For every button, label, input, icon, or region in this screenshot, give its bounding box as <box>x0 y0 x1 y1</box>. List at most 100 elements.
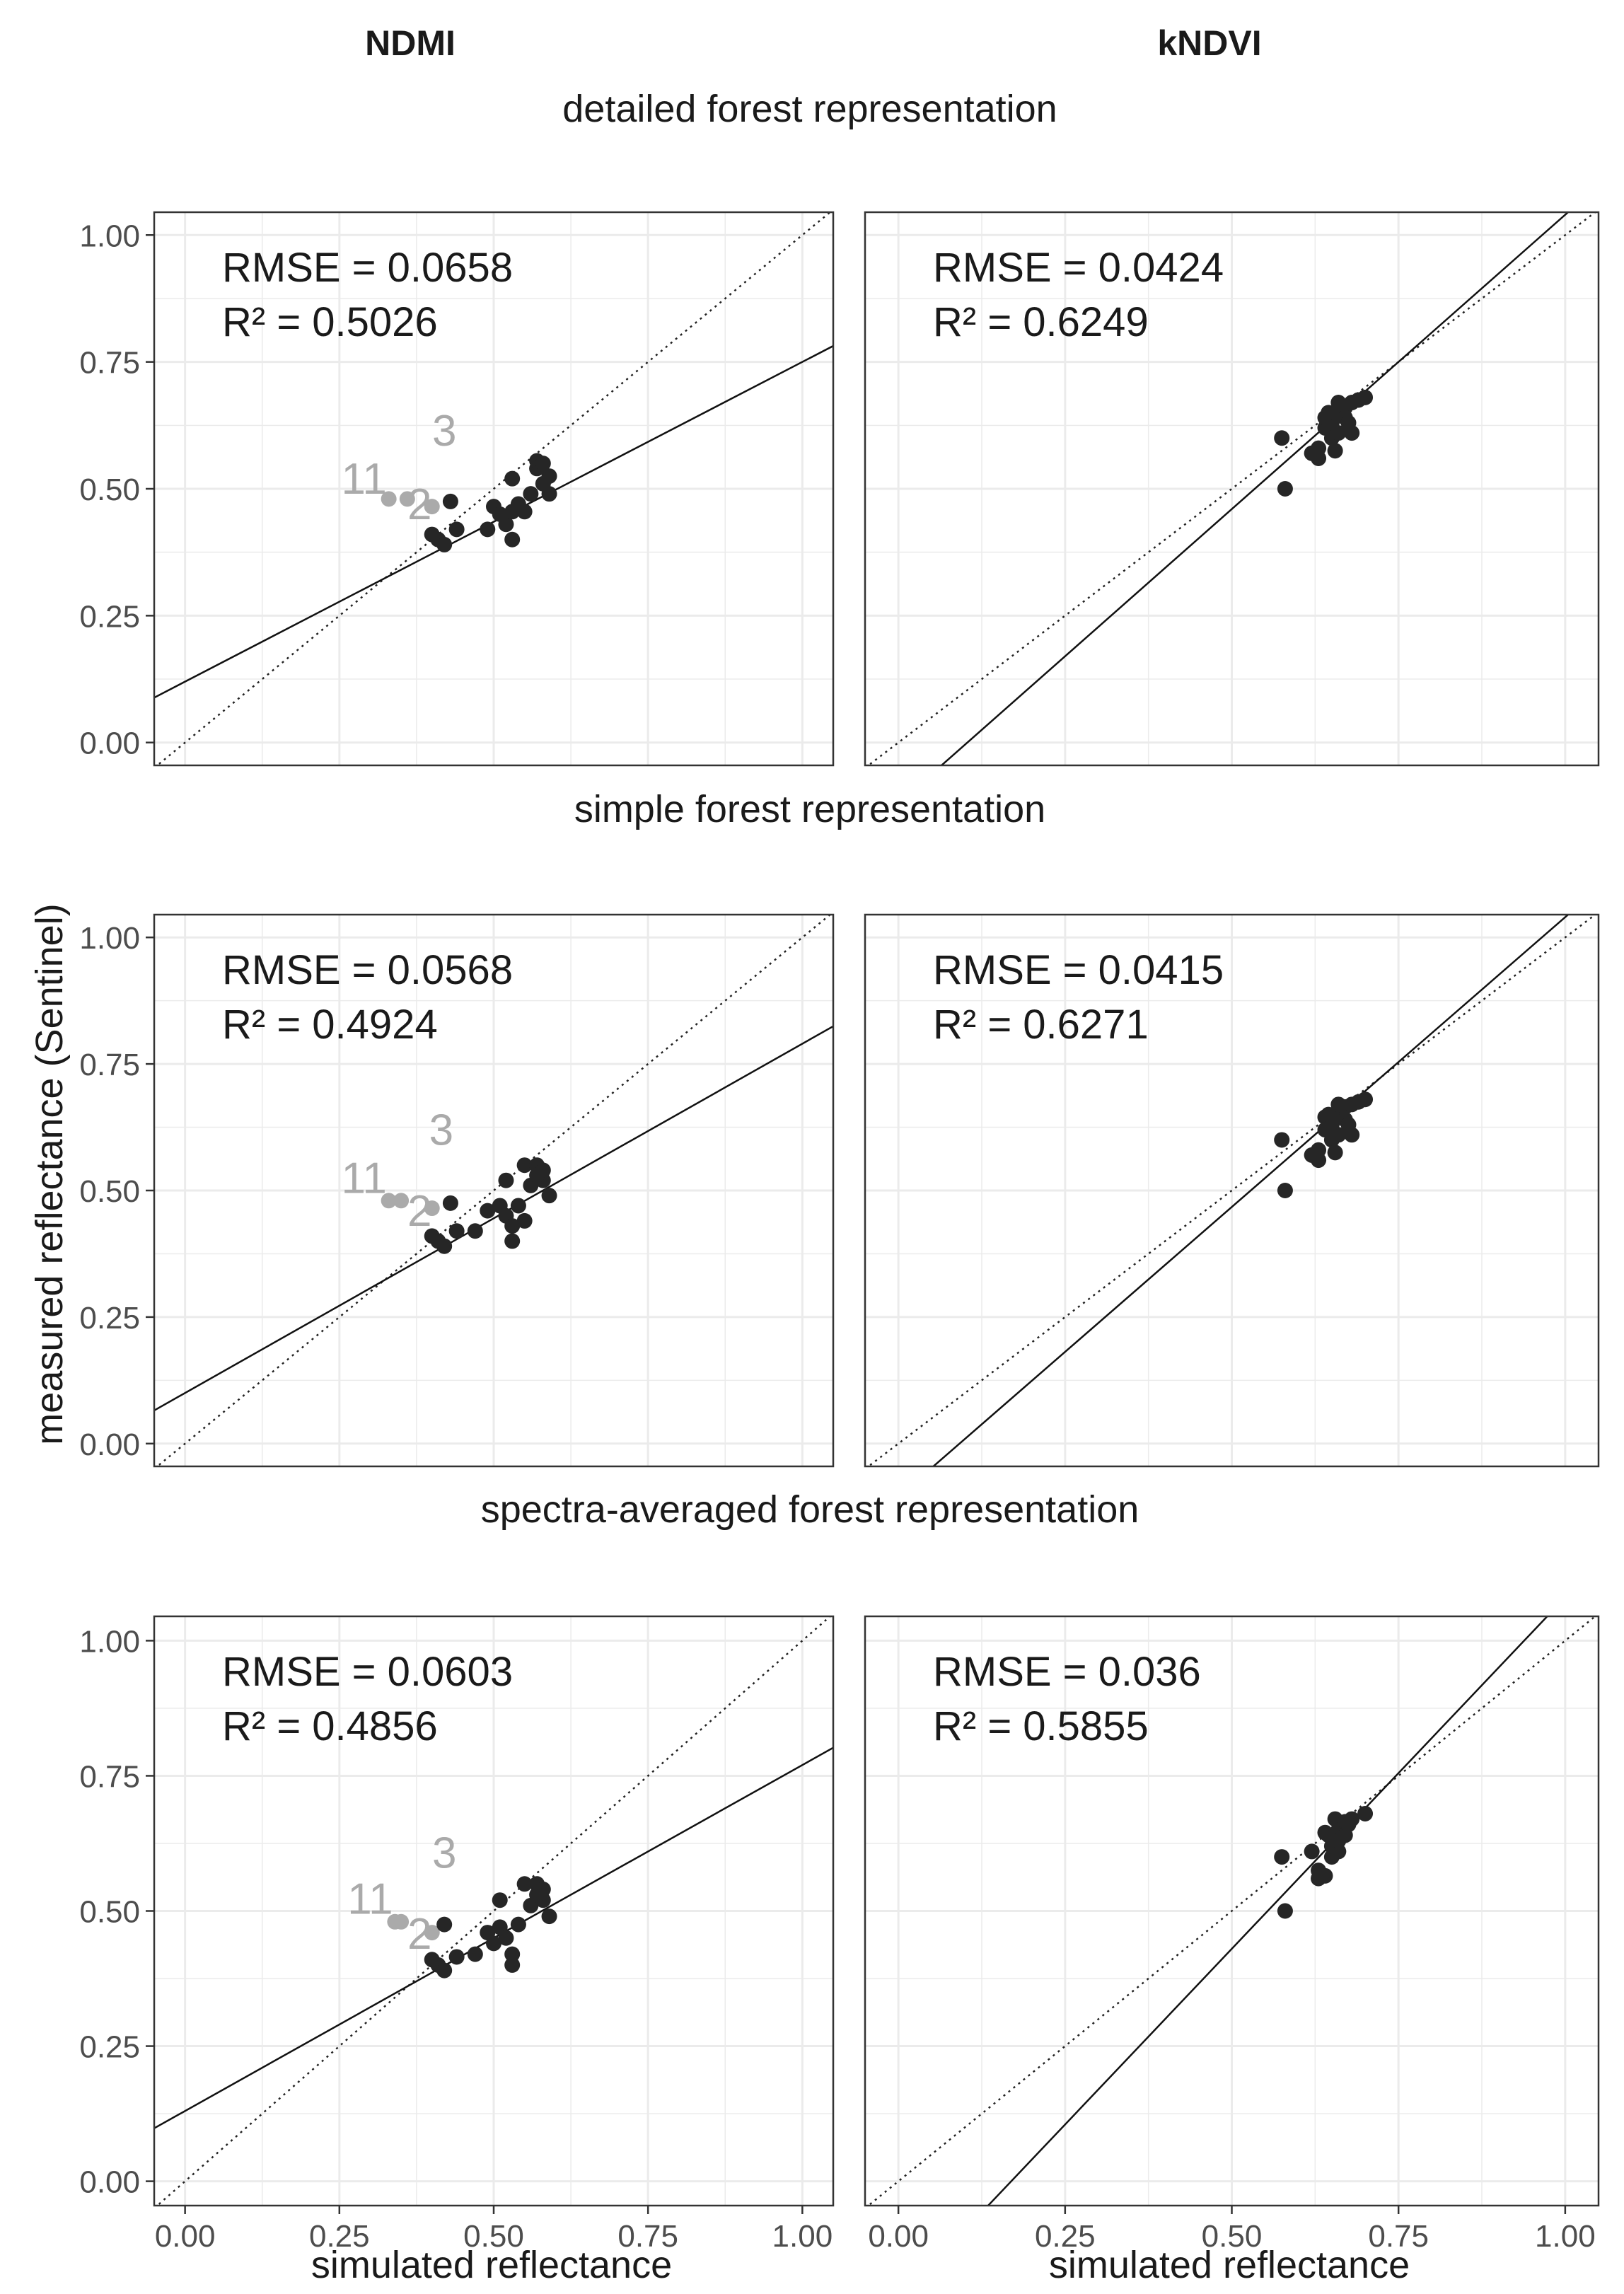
data-point <box>498 516 514 533</box>
data-point <box>1357 1091 1374 1108</box>
row-title-detailed: detailed forest representation <box>562 88 1057 130</box>
plot-area <box>866 1616 1597 2206</box>
outlier-label: 11 <box>342 455 387 504</box>
data-point <box>1327 1145 1343 1161</box>
data-point <box>1317 1867 1333 1884</box>
outlier-point <box>424 1200 440 1217</box>
x-tick-label: 0.50 <box>1202 2219 1263 2254</box>
rmse-annotation: RMSE = 0.0603 <box>222 1649 513 1695</box>
data-point <box>442 493 458 509</box>
data-point <box>1327 443 1343 459</box>
data-point <box>541 486 557 502</box>
data-point <box>1330 425 1347 441</box>
data-point <box>523 486 539 502</box>
outlier-point <box>381 1193 397 1209</box>
outlier-label: 2 <box>407 1187 431 1236</box>
outlier-point <box>393 1913 410 1930</box>
data-point <box>535 456 551 472</box>
y-tick-label: 1.00 <box>79 921 140 956</box>
data-point <box>504 1946 521 1962</box>
data-point <box>1274 1849 1290 1865</box>
data-point <box>516 1876 533 1892</box>
plot-area: 11 32 <box>154 212 833 765</box>
panel-ndmi-detailed: 11 32 RMSE = 0.0658 R² = 0.5026 0.00 0.25 0.50… <box>79 211 835 767</box>
data-point <box>436 1238 453 1254</box>
panel-ndmi-spectra-averaged: 11 32 RMSE = 0.0603 R² = 0.4856 0.00 0.25 0.50… <box>79 1615 835 2254</box>
x-tick-label: 0.50 <box>463 2219 524 2254</box>
outlier-point <box>424 499 440 515</box>
y-tick-label: 0.25 <box>79 2030 140 2065</box>
panel-frame <box>864 913 1600 1468</box>
data-point <box>1330 1096 1347 1113</box>
regression-line <box>987 1616 1549 2206</box>
regression-line <box>932 915 1570 1466</box>
data-point <box>1340 1817 1357 1833</box>
outlier-point <box>381 491 397 507</box>
panel-kndvi-detailed: RMSE = 0.0424 R² = 0.6249 <box>864 211 1600 767</box>
y-tick-label: 0.25 <box>79 1301 140 1336</box>
data-point <box>467 1946 483 1962</box>
data-point <box>442 1195 458 1211</box>
r2-annotation: R² = 0.4924 <box>222 1002 438 1048</box>
y-tick-label: 0.50 <box>79 1895 140 1930</box>
r2-annotation: R² = 0.4856 <box>222 1703 438 1749</box>
outlier-label: 2 <box>407 1910 431 1959</box>
y-tick-label: 0.50 <box>79 473 140 507</box>
outlier-point <box>399 491 415 507</box>
data-point <box>510 1916 526 1933</box>
outlier-point <box>393 1193 410 1209</box>
data-point <box>1274 430 1290 446</box>
data-point <box>541 468 557 485</box>
data-point <box>1274 1132 1290 1148</box>
outlier-label: 2 <box>407 480 431 529</box>
x-tick-label: 1.00 <box>772 2219 833 2254</box>
r2-annotation: R² = 0.5855 <box>933 1703 1149 1749</box>
row-title-spectra-averaged: spectra-averaged forest representation <box>481 1488 1139 1531</box>
plot-area <box>866 212 1597 765</box>
column-header-kndvi: kNDVI <box>1157 23 1261 63</box>
rmse-annotation: RMSE = 0.0568 <box>222 947 513 993</box>
data-point <box>1357 389 1374 405</box>
data-point <box>504 1233 521 1249</box>
x-tick-label: 0.75 <box>617 2219 678 2254</box>
outlier-label: 11 <box>342 1154 387 1203</box>
panel-frame <box>864 211 1600 767</box>
data-point <box>516 1157 533 1174</box>
identity-line <box>866 212 1597 765</box>
data-point <box>436 1962 453 1979</box>
outlier-label: 3 <box>432 407 456 456</box>
data-point <box>504 1218 521 1234</box>
data-point <box>1340 415 1357 431</box>
regression-line <box>154 344 833 699</box>
identity-line <box>866 1616 1597 2206</box>
rmse-annotation: RMSE = 0.0424 <box>933 245 1224 291</box>
y-tick-label: 0.00 <box>79 2165 140 2200</box>
x-tick-label: 0.00 <box>155 2219 216 2254</box>
column-header-ndmi: NDMI <box>365 23 456 63</box>
data-point <box>436 1916 453 1933</box>
outlier-label: 3 <box>432 1829 456 1877</box>
y-tick-label: 0.00 <box>79 1427 140 1462</box>
identity-line <box>156 1616 832 2206</box>
regression-line <box>940 212 1570 765</box>
data-point <box>541 1188 557 1204</box>
data-point <box>1321 1827 1337 1843</box>
data-point <box>448 521 465 538</box>
y-tick-label: 1.00 <box>79 219 140 253</box>
x-axis-label-right: simulated reflectance <box>1049 2244 1410 2286</box>
x-tick-label: 0.00 <box>868 2219 929 2254</box>
data-point <box>1277 1903 1293 1919</box>
data-point <box>1277 481 1293 497</box>
rmse-annotation: RMSE = 0.036 <box>933 1649 1201 1695</box>
data-point <box>510 1198 526 1214</box>
data-point <box>1330 395 1347 411</box>
panel-kndvi-spectra-averaged: RMSE = 0.036 R² = 0.5855 0.00 0.25 0.50 0.75 1… <box>864 1615 1600 2254</box>
data-point <box>504 470 521 487</box>
panel-ndmi-simple: 11 3 2 RMSE = 0.0568 R² = 0.4924 0.00 0.25 0.50… <box>79 913 835 1468</box>
data-point <box>516 1212 533 1229</box>
data-point <box>448 1949 465 1965</box>
outlier-point <box>424 1925 440 1941</box>
rmse-annotation: RMSE = 0.0658 <box>222 245 513 291</box>
